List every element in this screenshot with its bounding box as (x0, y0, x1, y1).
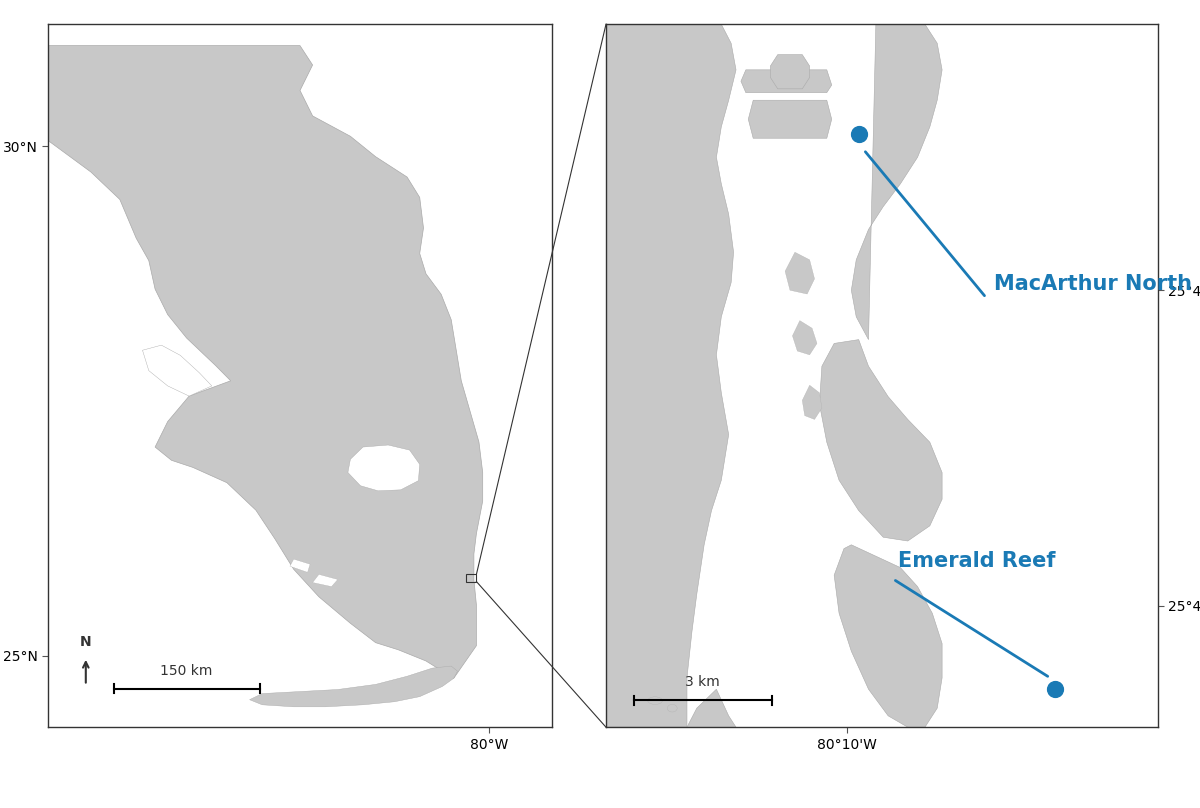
Polygon shape (749, 100, 832, 138)
Text: 3 km: 3 km (685, 675, 720, 689)
Ellipse shape (667, 705, 677, 712)
Polygon shape (250, 666, 457, 707)
Polygon shape (851, 24, 942, 339)
Polygon shape (834, 545, 942, 727)
Text: Emerald Reef: Emerald Reef (898, 551, 1056, 571)
Polygon shape (143, 345, 211, 396)
Text: MacArthur North: MacArthur North (994, 274, 1192, 294)
Polygon shape (820, 339, 942, 541)
Text: 150 km: 150 km (161, 664, 212, 679)
Text: N: N (80, 635, 91, 649)
Polygon shape (785, 252, 815, 294)
Polygon shape (606, 689, 736, 727)
Polygon shape (740, 69, 832, 93)
Polygon shape (348, 445, 420, 490)
Polygon shape (770, 55, 810, 89)
Polygon shape (792, 321, 817, 355)
Ellipse shape (648, 696, 662, 705)
Polygon shape (290, 559, 310, 572)
Polygon shape (0, 45, 482, 678)
Polygon shape (606, 24, 736, 727)
Bar (466, 574, 476, 582)
Point (850, 128, 869, 141)
Polygon shape (312, 574, 337, 587)
Polygon shape (803, 385, 822, 419)
Point (1045, 683, 1064, 696)
